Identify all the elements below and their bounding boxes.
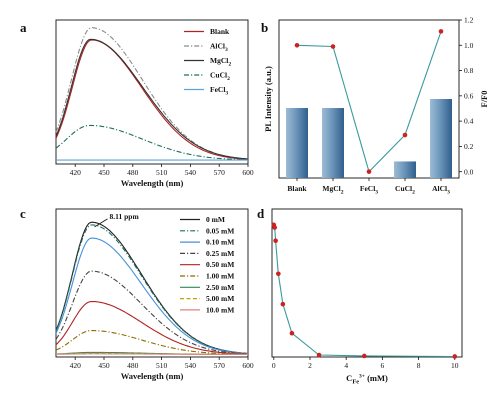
x-tick-label: 600 [242, 361, 254, 370]
category-label: MgCl2 [322, 184, 343, 196]
legend-entry: FeCl3 [210, 85, 228, 97]
x-axis-label: CFe3+ (mM) [346, 373, 388, 386]
x-tick-label: 540 [185, 361, 197, 370]
data-point [272, 225, 278, 230]
series-line [55, 330, 248, 355]
y-right-tick-label: 0.6 [464, 91, 474, 100]
y-right-tick-label: 0.2 [464, 142, 474, 151]
x-tick-label: 570 [214, 361, 226, 370]
legend-entry: 1.00 mM [206, 272, 234, 281]
legend-entry: 2.50 mM [206, 283, 234, 292]
x-tick-label: 420 [70, 168, 82, 177]
x-tick-label: 10 [451, 361, 459, 370]
x-tick-label: 6 [381, 361, 385, 370]
data-point [280, 301, 286, 307]
legend-entry: MgCl2 [210, 56, 231, 68]
x-tick-label: 600 [242, 168, 254, 177]
series-line [55, 221, 249, 354]
legend-entry: 0.05 mM [206, 226, 234, 235]
panel-b: Blank MgCl2 FeCl3 CuCl2 AlCl3 0.0 0.2 0.4 0.6 0.8… [261, 16, 489, 196]
plot-frame [271, 208, 463, 358]
plot-frame [55, 19, 249, 165]
ratio-point [330, 44, 336, 49]
x-axis-label: Wavelength (nm) [121, 371, 184, 381]
x-tick-label: 4 [344, 361, 348, 370]
panel-label-d: d [257, 206, 265, 221]
ratio-line [296, 31, 442, 173]
ratio-point [438, 29, 444, 34]
legend-entry: 0.50 mM [206, 260, 234, 269]
series-line [55, 237, 249, 355]
series-line [55, 39, 249, 160]
panel-d: 0 2 4 6 8 10 CFe3+ (mM) d [257, 206, 463, 386]
category-label: AlCl3 [432, 184, 450, 196]
x-tick-label: 8 [417, 361, 421, 370]
panel-a: 420 450 480 510 540 570 600 Wavelength (nm) Blan… [20, 19, 254, 188]
data-point [361, 353, 367, 359]
legend-entry: 10.0 mM [206, 305, 234, 314]
x-tick-label: 420 [70, 361, 82, 370]
series-line [55, 353, 248, 355]
series-line [55, 124, 249, 161]
data-point [289, 330, 295, 336]
panel-label-a: a [20, 20, 27, 35]
legend-entry: 0 mM [206, 215, 225, 224]
y-right-tick-label: 1.2 [464, 16, 474, 25]
x-axis-label: Wavelength (nm) [121, 178, 184, 188]
category-label: CuCl2 [395, 184, 415, 196]
legend-entry: Blank [210, 27, 230, 36]
legend-entry: 5.00 mM [206, 294, 234, 303]
decay-line [273, 224, 455, 358]
series-line [55, 300, 249, 355]
bar [394, 161, 416, 178]
y-right-tick-label: 0.0 [464, 167, 474, 176]
data-point [452, 354, 458, 359]
series-line [55, 224, 249, 354]
panel-label-b: b [261, 20, 268, 35]
ratio-point [402, 132, 408, 138]
plot-frame [55, 208, 249, 358]
annotation-pointer [94, 218, 108, 228]
legend-entry: 0.10 mM [206, 238, 234, 247]
y-right-tick-label: 1.0 [464, 41, 474, 50]
ratio-point [294, 42, 300, 48]
data-point [316, 352, 322, 358]
bar [322, 108, 344, 178]
x-tick-label: 510 [156, 361, 168, 370]
legend-entry: 0.25 mM [206, 249, 234, 258]
x-tick-label: 480 [127, 168, 139, 177]
legend-entry: CuCl2 [210, 71, 230, 83]
panel-label-c: c [20, 206, 26, 221]
y-right-tick-label: 0.4 [464, 117, 474, 126]
panel-c: 420 450 480 510 540 570 600 Wavelength (nm) 0 mM… [20, 206, 254, 381]
y-left-axis-label: PL Intensity (a.u.) [263, 66, 273, 132]
y-right-tick-label: 0.8 [464, 66, 474, 75]
legend-entry: AlCl3 [210, 42, 228, 54]
x-tick-label: 450 [98, 361, 110, 370]
x-tick-label: 2 [308, 361, 312, 370]
bar [430, 99, 452, 178]
x-tick-label: 480 [127, 361, 139, 370]
category-label: Blank [287, 184, 307, 193]
x-tick-label: 570 [214, 168, 226, 177]
bar [286, 108, 308, 178]
y-right-axis-label: F/F0 [479, 91, 489, 108]
data-point [276, 271, 281, 277]
x-tick-label: 540 [185, 168, 197, 177]
x-tick-label: 510 [156, 168, 168, 177]
ratio-point [366, 169, 372, 174]
x-tick-label: 0 [272, 361, 276, 370]
category-label: FeCl3 [360, 184, 378, 196]
data-point [273, 238, 278, 244]
series-line [55, 270, 248, 355]
annotation-text: 8.11 ppm [110, 212, 140, 221]
x-tick-label: 450 [98, 168, 110, 177]
series-line [55, 38, 249, 160]
